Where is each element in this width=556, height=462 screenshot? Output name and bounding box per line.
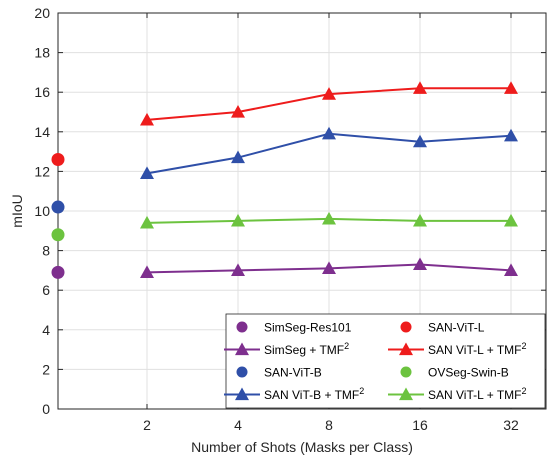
series-0-marker-1 xyxy=(231,263,245,276)
series-1-marker-3 xyxy=(413,81,427,94)
legend-label-0: SimSeg-Res101 xyxy=(264,321,352,335)
y-axis-label: mIoU xyxy=(9,194,25,227)
zero-shot-points xyxy=(51,153,65,279)
series-1-marker-0 xyxy=(140,112,154,126)
legend: SimSeg-Res101 SAN-ViT-L SimSeg + TMF2 SAN V… xyxy=(224,313,546,409)
zero-shot-point-0 xyxy=(51,265,65,279)
series-3-marker-2 xyxy=(322,211,336,225)
x-tick-label-0: 2 xyxy=(143,417,151,433)
y-tick-label-0: 0 xyxy=(42,401,50,417)
series-3-marker-4 xyxy=(504,213,518,227)
series-0 xyxy=(140,257,518,278)
series-2-marker-4 xyxy=(504,128,518,142)
legend-marker-7 xyxy=(399,387,413,401)
series-1-marker-1 xyxy=(231,105,245,118)
legend-box xyxy=(225,313,546,409)
y-tick-label-9: 18 xyxy=(34,45,50,61)
y-tick-label-8: 16 xyxy=(34,84,50,100)
legend-label-1: SAN-ViT-L xyxy=(428,321,485,335)
series-1-marker-4 xyxy=(504,81,518,94)
y-tick-label-4: 8 xyxy=(42,243,50,259)
y-tick-label-5: 10 xyxy=(34,203,50,219)
x-tick-label-1: 4 xyxy=(234,417,242,433)
series-0-marker-3 xyxy=(413,257,427,271)
series-3 xyxy=(140,211,518,229)
legend-marker-6 xyxy=(235,387,249,401)
legend-dot-5 xyxy=(400,366,412,378)
series-3-marker-0 xyxy=(140,215,154,229)
legend-dot-1 xyxy=(400,321,412,333)
y-tick-label-1: 2 xyxy=(42,361,50,377)
y-tick-label-6: 12 xyxy=(34,163,50,179)
series-2-marker-1 xyxy=(231,150,245,164)
series-0-marker-4 xyxy=(504,263,518,276)
zero-shot-point-3 xyxy=(51,228,65,242)
legend-label-5: OVSeg-Swin-B xyxy=(428,366,509,380)
legend-marker-3 xyxy=(399,342,413,356)
x-tick-label-3: 16 xyxy=(412,417,428,433)
y-tick-label-2: 4 xyxy=(42,322,50,338)
series-group xyxy=(140,81,518,278)
x-tick-label-4: 32 xyxy=(503,417,519,433)
x-axis-label: Number of Shots (Masks per Class) xyxy=(191,439,413,455)
legend-marker-2 xyxy=(235,342,249,356)
legend-label-6: SAN ViT-B + TMF2 xyxy=(264,386,364,402)
series-1-marker-2 xyxy=(322,87,336,100)
legend-dot-0 xyxy=(236,321,248,333)
series-0-marker-0 xyxy=(140,265,154,278)
y-axis: 0 2 4 6 8 10 12 14 16 18 20 xyxy=(34,5,546,417)
series-2-marker-2 xyxy=(322,126,336,140)
series-3-marker-3 xyxy=(413,213,427,227)
legend-label-7: SAN ViT-L + TMF2 xyxy=(428,386,526,402)
y-tick-label-7: 14 xyxy=(34,124,50,140)
x-tick-label-2: 8 xyxy=(325,417,333,433)
series-3-marker-1 xyxy=(231,213,245,227)
x-axis: 2 4 8 16 32 xyxy=(143,13,519,433)
series-2 xyxy=(140,126,518,179)
zero-shot-point-2 xyxy=(51,200,65,214)
series-1 xyxy=(140,81,518,126)
zero-shot-point-1 xyxy=(51,153,65,167)
series-0-marker-2 xyxy=(322,261,336,275)
legend-label-4: SAN-ViT-B xyxy=(264,366,322,380)
legend-dot-4 xyxy=(236,366,248,378)
y-tick-label-3: 6 xyxy=(42,282,50,298)
legend-label-2: SimSeg + TMF2 xyxy=(264,341,349,357)
legend-label-3: SAN ViT-L + TMF2 xyxy=(428,341,526,357)
series-2-marker-3 xyxy=(413,134,427,148)
y-tick-label-10: 20 xyxy=(34,5,50,21)
series-2-marker-0 xyxy=(140,166,154,179)
